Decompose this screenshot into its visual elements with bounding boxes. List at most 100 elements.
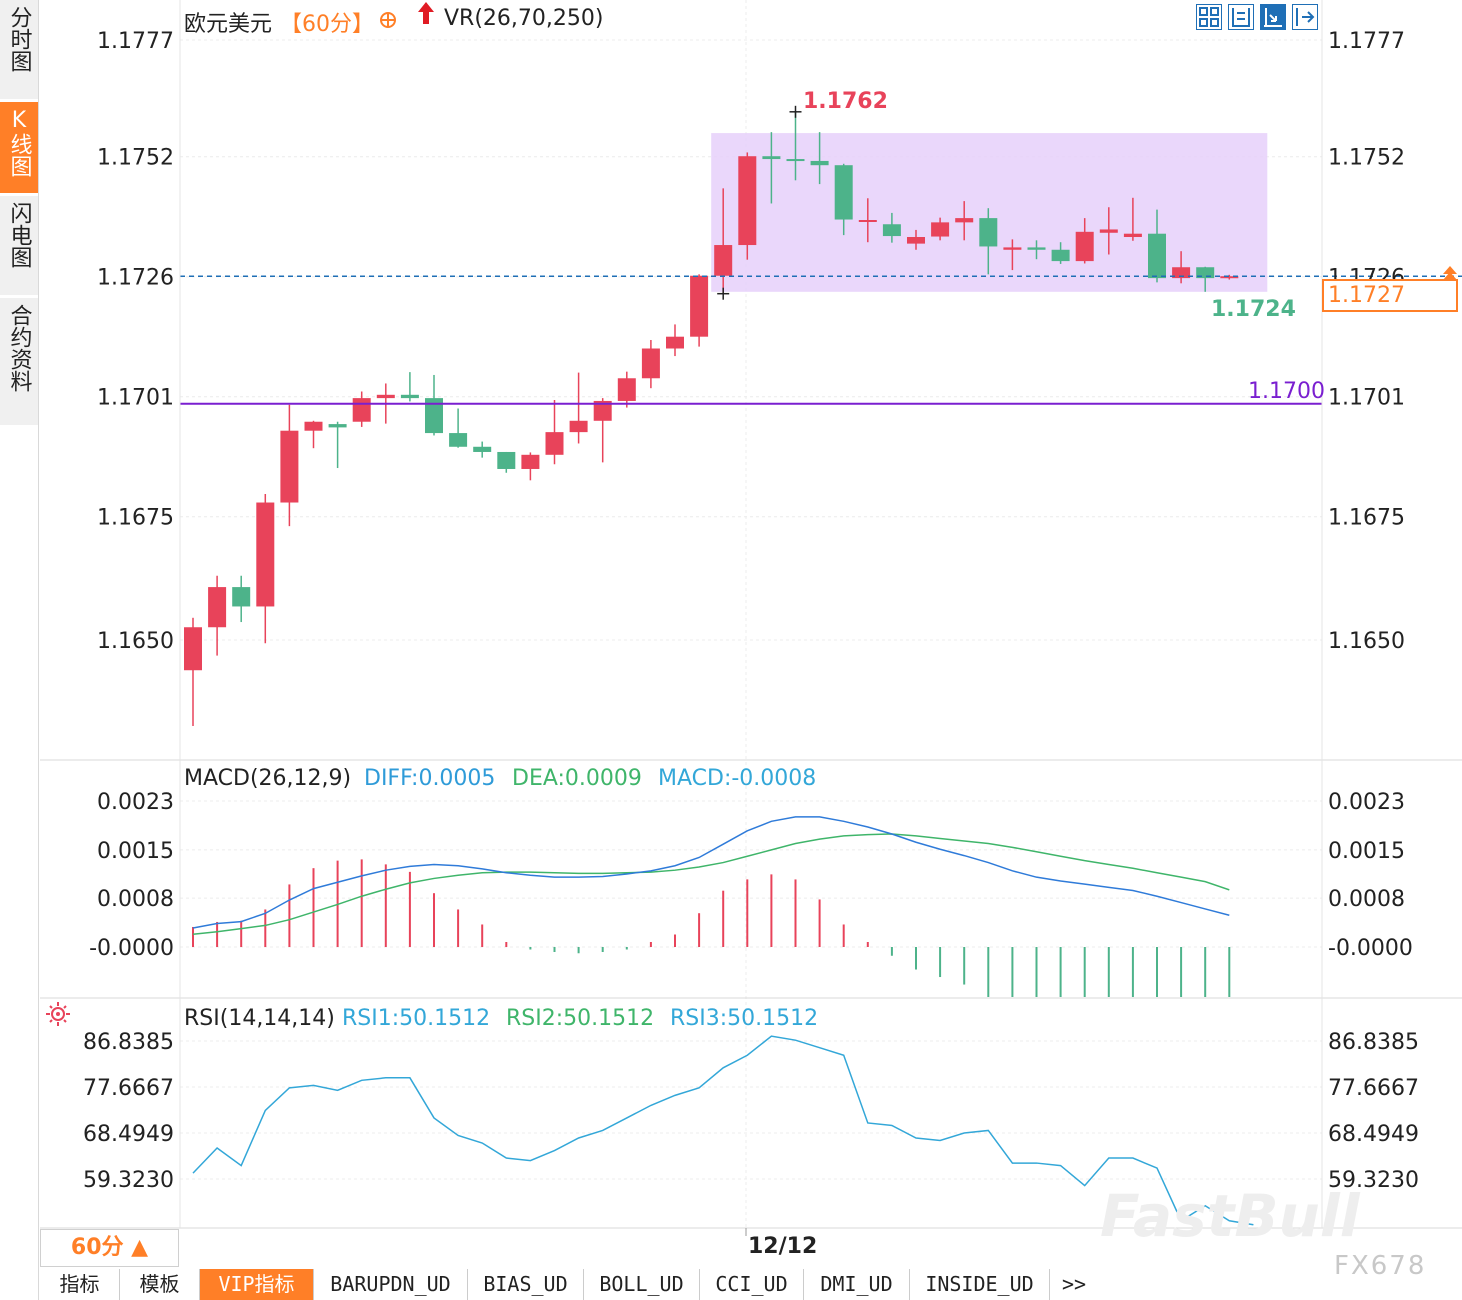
tab-bias[interactable]: BIAS_UD [468,1269,584,1300]
tab-more[interactable]: >> [1061,1272,1087,1296]
candle-body [1123,233,1142,238]
crosshair-tool-button[interactable] [1196,4,1222,30]
candle [1123,197,1142,241]
candlestick-series [184,111,1239,726]
tab-cci[interactable]: CCI_UD [700,1269,804,1300]
macd-tick-label-right: 0.0008 [1328,887,1405,912]
volume-ratio-icon [414,0,438,28]
candle [328,421,347,469]
candle [280,404,299,527]
candle [979,208,998,275]
candle [304,420,323,449]
candle-body [1003,247,1022,250]
candle-body [738,156,757,246]
price-tick-label-right: 1.1650 [1328,629,1405,654]
candle [1220,274,1239,280]
rsi-settings-icon[interactable] [46,1002,70,1026]
price-lines [180,105,1462,405]
tab-inside[interactable]: INSIDE_UD [910,1269,1050,1300]
candle [569,372,588,444]
forward-icon [1296,8,1315,26]
chart-mode-sidebar: 分时图 K线图 闪电图 合约资料 [0,0,39,1300]
rsi-tick-label-right: 77.6667 [1328,1076,1419,1101]
watermark-logo: FastBull [1100,1182,1361,1250]
candle [786,111,805,181]
candle [256,494,275,644]
tab-barupdn[interactable]: BARUPDN_UD [314,1269,468,1300]
candle-body [208,587,227,628]
tab-boll[interactable]: BOLL_UD [584,1269,700,1300]
tab-vip-indicators[interactable]: VIP指标 [200,1269,314,1300]
zoom-icon [1264,8,1282,27]
candle-body [232,587,251,607]
watermark-code: FX678 [1334,1251,1426,1281]
candle-body [1075,231,1094,262]
rsi-tick-label-left: 68.4949 [83,1122,174,1147]
candle [1003,239,1022,271]
candle [690,274,709,347]
macd-hist-value: MACD:-0.0008 [658,766,817,791]
range-tool-button[interactable] [1228,4,1254,30]
candle [400,372,419,402]
axis-labels: 1.17771.17771.17521.17521.17261.17261.17… [97,29,1405,654]
period-selector-button[interactable]: 60分 ▲ [40,1229,179,1267]
price-tick-label-right: 1.1701 [1328,386,1405,411]
crosshair-icon [1199,7,1219,27]
macd-tick-label-right: 0.0023 [1328,790,1405,815]
candle-body [1220,276,1239,279]
candle-body [1172,267,1191,279]
tab-dmi[interactable]: DMI_UD [804,1269,910,1300]
price-tick-label-left: 1.1726 [97,266,174,291]
add-indicator-icon[interactable] [378,8,400,30]
macd-tick-label-left: -0.0000 [89,936,174,961]
candle [882,212,901,243]
macd-dea-line [192,833,1230,936]
candle [497,451,516,473]
candle-body [328,424,347,428]
tab-indicators[interactable]: 指标 [40,1269,120,1300]
price-up-arrow-icon [1443,266,1457,280]
candle [1172,251,1191,284]
candle [931,217,950,241]
rsi-line [192,1035,1254,1226]
price-tick-label-left: 1.1777 [97,29,174,54]
macd-dea-value: DEA:0.0009 [512,766,642,791]
current-price-tag: 1.1727 [1322,279,1458,312]
high-price-label: 1.1762 [803,89,888,114]
rsi-tick-label-right: 86.8385 [1328,1030,1419,1055]
instrument-name: 欧元美元 [184,12,273,37]
period-label[interactable]: 【60分】 [280,12,374,37]
candle [641,340,660,389]
candle-body [1196,267,1215,279]
rsi-title: RSI(14,14,14) [184,1006,335,1031]
candle-body [304,421,323,431]
macd-diff-line [192,816,1230,929]
price-tick-label-left: 1.1650 [97,629,174,654]
candle-body [955,218,974,223]
candle-body [1148,233,1166,279]
tab-templates[interactable]: 模板 [120,1269,200,1300]
candle [1051,242,1070,264]
forward-tool-button[interactable] [1292,4,1318,30]
candle [425,374,443,436]
macd-tick-label-right: 0.0015 [1328,839,1405,864]
candle-body [979,218,998,247]
candle [666,324,684,357]
candle-body [1027,247,1046,250]
macd-diff-value: DIFF:0.0005 [364,766,496,791]
candle [184,617,202,726]
tab-intraday[interactable]: 分时图 [0,0,38,100]
macd-series: 0.0023 0.0023 0.0015 0.0015 0.0008 0.0008 -0.0… [89,790,1413,997]
tab-kline[interactable]: K线图 [0,102,38,194]
tab-flash[interactable]: 闪电图 [0,196,38,296]
candle [545,400,564,465]
candle [1196,266,1215,292]
candle-body [376,394,395,399]
macd-tick-label-right: -0.0000 [1328,936,1413,961]
candle-body [666,336,684,349]
candle-body [714,245,733,276]
tab-contract-info[interactable]: 合约资料 [0,298,38,426]
zoom-tool-button[interactable] [1260,4,1286,30]
candle-body [641,348,660,379]
